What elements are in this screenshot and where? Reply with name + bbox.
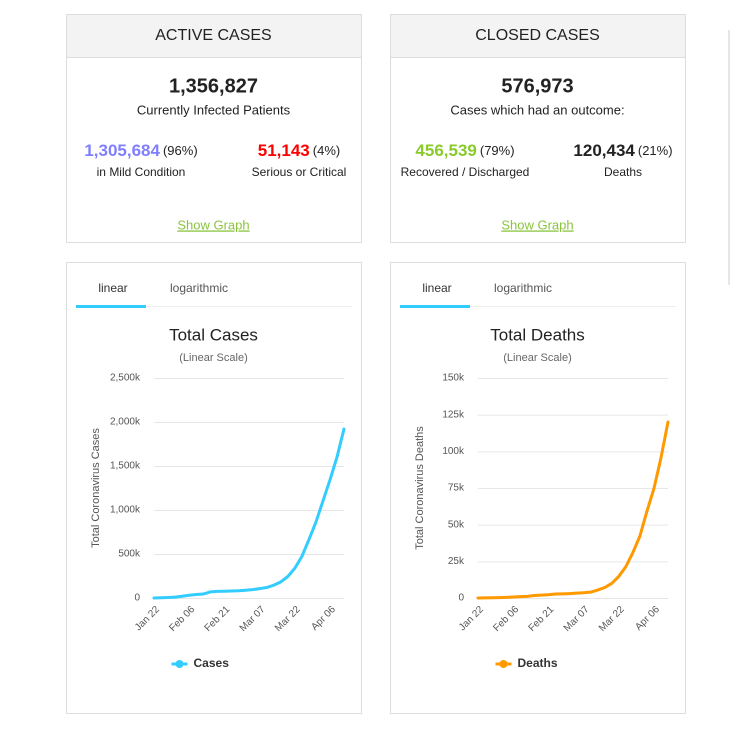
stat: 120,434 (21%) (573, 141, 672, 160)
y-tick-label: 25k (448, 556, 465, 567)
y-tick-label: 125k (442, 409, 465, 420)
panel-header (67, 15, 361, 57)
series-line (476, 420, 670, 600)
y-axis-label: Total Coronavirus Deaths (414, 426, 426, 550)
stat: 51,143 (4%) (258, 141, 340, 160)
stat-value: 120,434 (573, 141, 635, 160)
show-graph-link[interactable]: Show Graph (177, 217, 249, 232)
chart-title: Total Cases (169, 325, 258, 344)
y-tick-label: 1,000k (110, 505, 141, 516)
tab[interactable]: linear (422, 281, 451, 295)
stat: 1,305,684 (96%) (84, 141, 197, 160)
panel-total: 1,356,827 (169, 75, 258, 97)
y-tick-label: 2,500k (110, 373, 141, 384)
chart-panel (66, 262, 362, 714)
chart-subtitle: (Linear Scale) (503, 352, 571, 364)
legend-label: Deaths (518, 656, 558, 670)
chart-subtitle: (Linear Scale) (179, 352, 247, 364)
stat-share: (79%) (480, 143, 515, 158)
y-tick-label: 2,000k (110, 417, 141, 428)
y-tick-label: 100k (442, 446, 465, 457)
tab[interactable]: logarithmic (170, 281, 228, 295)
legend-label: Cases (194, 656, 230, 670)
active-tab-bar (400, 305, 470, 308)
stat-share: (4%) (313, 143, 340, 158)
panel-total: 576,973 (501, 75, 573, 97)
chart-title: Total Deaths (490, 325, 585, 344)
stat-share: (96%) (163, 143, 198, 158)
panel-title: ACTIVE CASES (155, 27, 271, 44)
active-tab-bar (76, 305, 146, 308)
stat-label: in Mild Condition (97, 165, 186, 179)
stat: 456,539 (79%) (415, 141, 514, 160)
y-tick-label: 50k (448, 519, 465, 530)
stat-label: Recovered / Discharged (401, 165, 530, 179)
legend-marker (175, 660, 184, 668)
y-tick-label: 1,500k (110, 461, 141, 472)
legend-marker (499, 660, 508, 668)
stat-value: 51,143 (258, 141, 310, 160)
stat-share: (21%) (638, 143, 673, 158)
y-tick-label: 0 (458, 593, 464, 604)
panel-header (391, 15, 685, 57)
y-tick-label: 75k (448, 483, 465, 494)
stat-value: 456,539 (415, 141, 476, 160)
stat-label: Deaths (604, 165, 642, 179)
y-tick-label: 150k (442, 373, 465, 384)
tab[interactable]: linear (98, 281, 127, 295)
y-tick-label: 0 (134, 593, 140, 604)
show-graph-link[interactable]: Show Graph (501, 217, 573, 232)
y-axis-label: Total Coronavirus Cases (90, 428, 102, 548)
series-line (152, 427, 346, 600)
y-tick-label: 500k (118, 549, 141, 560)
panel-title: CLOSED CASES (475, 27, 599, 44)
stat-value: 1,305,684 (84, 141, 160, 160)
panel-subtitle: Currently Infected Patients (137, 102, 291, 117)
tab[interactable]: logarithmic (494, 281, 552, 295)
stat-label: Serious or Critical (252, 165, 347, 179)
panel-subtitle: Cases which had an outcome: (450, 102, 624, 117)
